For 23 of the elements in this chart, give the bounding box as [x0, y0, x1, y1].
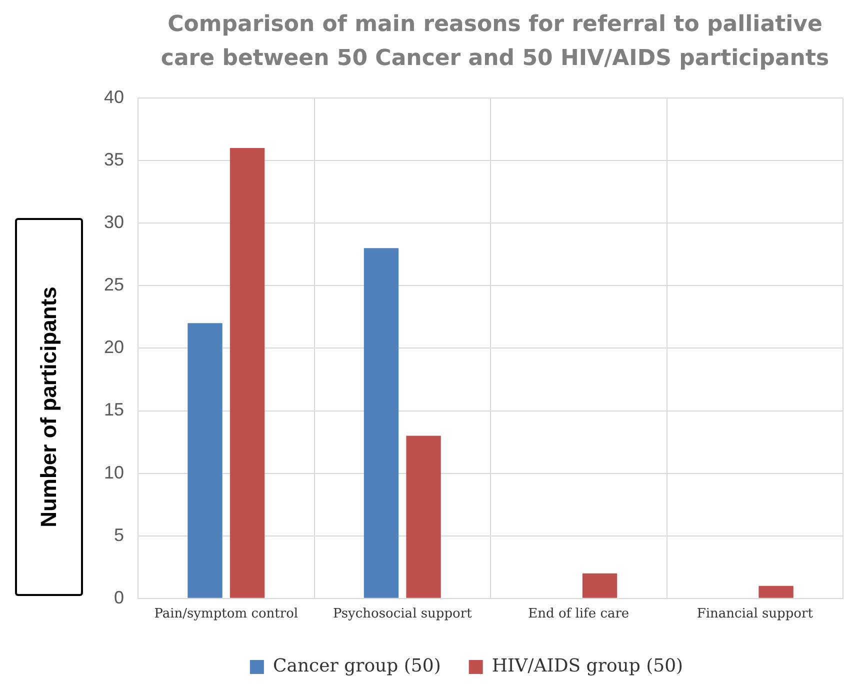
- y-tick-label: 35: [104, 150, 124, 170]
- y-tick-label: 0: [114, 587, 124, 608]
- bar: [406, 436, 441, 598]
- x-tick-label: End of life care: [528, 606, 630, 622]
- y-tick-label: 10: [104, 462, 124, 482]
- x-tick-label: Psychosocial support: [332, 606, 473, 622]
- y-tick-label: 40: [104, 86, 124, 107]
- chart-title: Comparison of main reasons for referral to palliative care between 50 Cancer and 50 HIV/AIDS participants: [160, 11, 830, 73]
- y-axis-title: Number of participants: [36, 286, 62, 528]
- bar: [758, 586, 794, 598]
- y-tick-label: 30: [104, 212, 124, 232]
- y-tick-label: 5: [114, 524, 124, 545]
- bar: [582, 573, 618, 598]
- bar: [364, 248, 399, 598]
- y-tick-label: 20: [104, 337, 124, 358]
- bar: [188, 323, 222, 598]
- x-tick-label: Financial support: [696, 606, 814, 622]
- y-tick-label: 25: [104, 274, 124, 295]
- x-tick-label: Pain/symptom control: [154, 606, 298, 622]
- bar: [230, 148, 265, 598]
- legend-label: HIV/AIDS group (50): [492, 656, 684, 677]
- y-tick-label: 15: [104, 400, 124, 420]
- legend-label: Cancer group (50): [272, 656, 441, 677]
